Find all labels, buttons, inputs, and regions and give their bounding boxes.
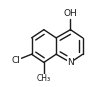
Text: CH₃: CH₃ — [37, 74, 51, 83]
Text: N: N — [67, 58, 74, 67]
Text: Cl: Cl — [12, 56, 21, 65]
Text: OH: OH — [64, 9, 77, 18]
